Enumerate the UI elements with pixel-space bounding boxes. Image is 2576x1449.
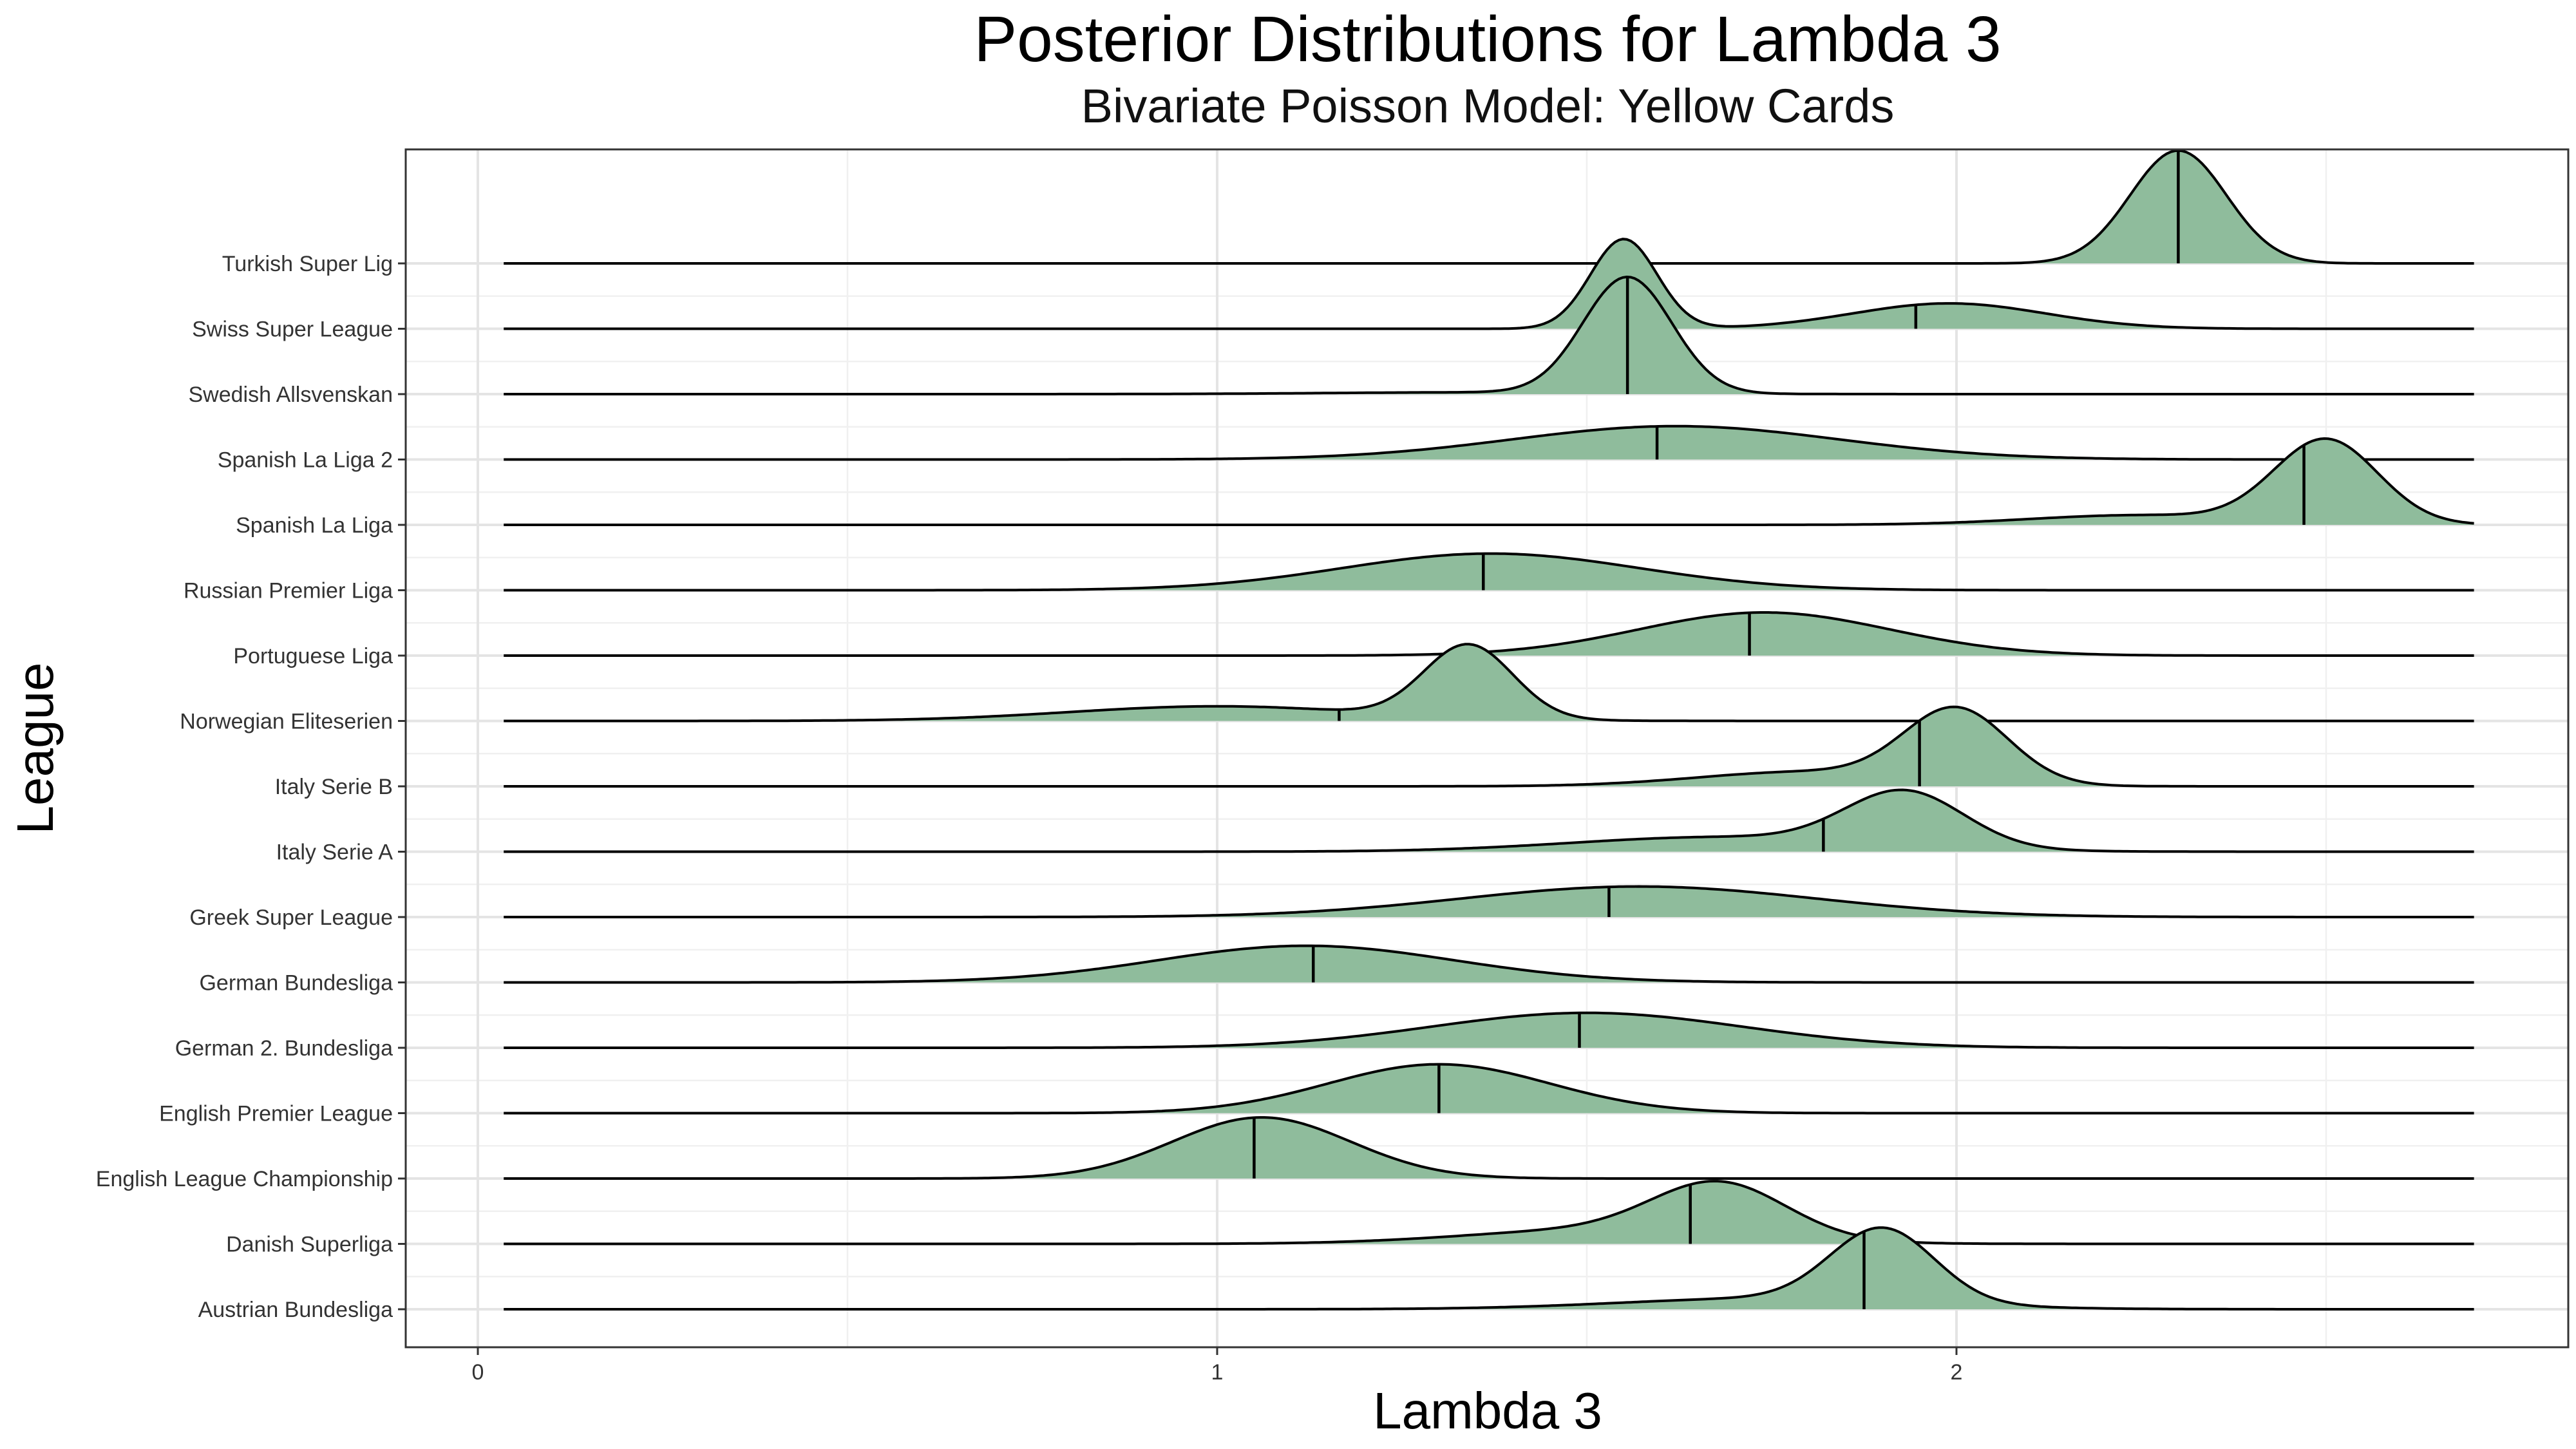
y-tick-label: German Bundesliga [199,971,393,996]
ridge-english-premier-league [504,1063,2474,1115]
ridge-fill [504,1064,2474,1113]
chart-title: Posterior Distributions for Lambda 3 [974,3,2001,75]
y-tick-label: Austrian Bundesliga [198,1298,393,1322]
ridge-swedish-allsvenskan [504,275,2474,395]
ridge-portuguese-liga [504,611,2474,657]
ridge-spanish-la-liga [504,437,2474,526]
ridge-outline [504,885,2474,918]
ridge-outline [504,1116,2474,1180]
ridge-russian-premier-liga [504,552,2474,592]
ridge-fill [504,790,2474,852]
ridge-italy-serie-a [504,788,2474,853]
ridge-outline [504,1011,2474,1049]
x-axis-title: Lambda 3 [1373,1382,1602,1439]
ridge-austrian-bundesliga [504,1226,2474,1311]
ridge-outline [504,275,2474,395]
ridge-outline [504,788,2474,853]
ridge-fill [504,239,2474,329]
ridge-outline [504,437,2474,526]
ridge-greek-super-league [504,885,2474,918]
y-tick-label: Swiss Super League [192,317,393,342]
y-tick-label: Russian Premier Liga [184,579,393,603]
ridge-german-bundesliga [504,944,2474,984]
x-axis: 0 1 2 [472,1347,1963,1385]
ridge-fill [504,644,2474,721]
plot-panel [404,148,2570,1349]
ridge-danish-superliga [504,1180,2474,1245]
y-tick-label: German 2. Bundesliga [175,1036,393,1061]
ridge-fill [504,150,2474,263]
ridge-outline [504,705,2474,788]
y-tick-label: Swedish Allsvenskan [188,383,393,407]
y-tick-label: Norwegian Eliteserien [180,710,393,734]
ridge-outline [504,1063,2474,1115]
ridge-outline [504,611,2474,657]
y-tick-label: Italy Serie A [276,840,393,865]
ridge-german-2-bundesliga [504,1011,2474,1049]
ridge-spanish-la-liga-2 [504,424,2474,461]
ridge-italy-serie-b [504,705,2474,788]
ridge-outline [504,944,2474,984]
x-tick-label: 0 [472,1360,484,1385]
ridge-outline [504,149,2474,265]
ridges [504,149,2474,1311]
y-tick-label: Danish Superliga [226,1233,393,1257]
ridge-outline [504,1180,2474,1245]
y-tick-label: Portuguese Liga [233,644,393,668]
chart-subtitle: Bivariate Poisson Model: Yellow Cards [1081,79,1895,133]
ridge-swiss-super-league [504,238,2474,330]
ridge-turkish-super-lig [504,149,2474,265]
x-tick-label: 2 [1951,1360,1963,1385]
y-tick-label: Turkish Super Lig [222,252,393,276]
ridge-norwegian-eliteserien [504,643,2474,723]
ridge-outline [504,424,2474,461]
x-tick-label: 1 [1211,1360,1224,1385]
ridge-fill [504,1117,2474,1179]
ridge-outline [504,1226,2474,1311]
ridge-outline [504,552,2474,592]
ridge-outline [504,643,2474,723]
y-tick-label: English Premier League [159,1102,393,1126]
ridge-fill [504,612,2474,656]
ridge-outline [504,238,2474,330]
ridge-fill [504,706,2474,786]
ridge-fill [504,277,2474,394]
ridge-fill [504,886,2474,917]
y-tick-label: Spanish La Liga [236,513,393,538]
ridge-fill [504,553,2474,591]
y-axis-title: League [6,663,64,835]
y-tick-label: English League Championship [96,1167,393,1191]
ridge-fill [504,1012,2474,1048]
ridge-english-league-championship [504,1116,2474,1180]
y-tick-label: Greek Super League [189,905,393,930]
y-tick-label: Spanish La Liga 2 [218,448,393,473]
ridge-fill [504,945,2474,983]
y-tick-label: Italy Serie B [275,775,393,799]
y-axis: Turkish Super Lig Swiss Super League Swedi… [96,252,406,1322]
ridge-fill [504,439,2474,525]
